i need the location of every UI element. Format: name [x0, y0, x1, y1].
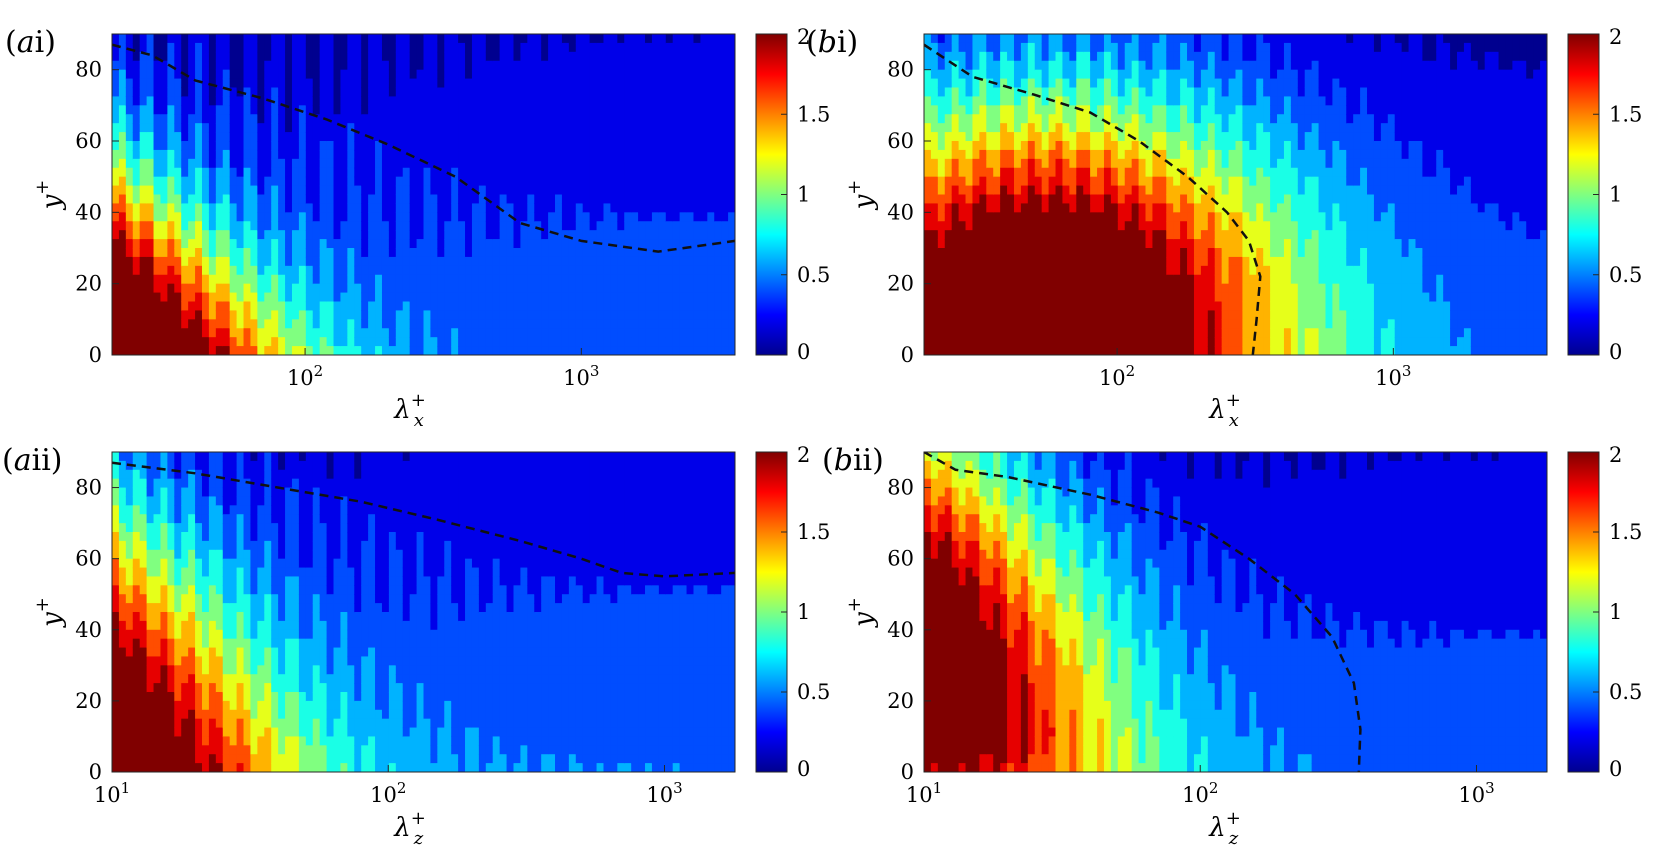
y-tick-label: 40	[887, 200, 914, 224]
panel-label: (ai)	[5, 25, 56, 60]
x-tick-label: 103	[1375, 362, 1411, 390]
x-tick-label: 103	[646, 779, 682, 807]
x-tick-label: 102	[1099, 362, 1135, 390]
colorbar-tick-label: 0	[797, 340, 810, 364]
y-axis-label: y+	[844, 597, 879, 628]
colorbar-tick-label: 1	[797, 183, 810, 207]
y-tick-label: 80	[75, 58, 102, 82]
colorbar-tick-label: 1.5	[797, 520, 830, 544]
x-axis-label: λ+ x	[1208, 390, 1241, 431]
y-axis-label: y+	[844, 180, 879, 211]
panel-0: 0 20 40 60 80 102 103 λ+ x y+ (ai) 0 0.5 1 1.5 2	[5, 25, 830, 431]
y-tick-label: 40	[75, 200, 102, 224]
y-tick-label: 20	[75, 689, 102, 713]
y-tick-label: 40	[887, 618, 914, 642]
y-tick-label: 0	[901, 760, 914, 784]
colorbar-tick-label: 0	[797, 757, 810, 781]
y-tick-label: 80	[887, 476, 914, 500]
y-tick-label: 20	[887, 272, 914, 296]
colorbar-tick-label: 1	[1609, 600, 1622, 624]
y-tick-label: 20	[75, 272, 102, 296]
y-tick-label: 0	[901, 343, 914, 367]
y-tick-label: 60	[887, 547, 914, 571]
x-tick-label: 102	[370, 779, 406, 807]
colorbar-tick-label: 2	[1609, 443, 1622, 467]
x-tick-label: 103	[1458, 779, 1494, 807]
x-tick-label: 101	[906, 779, 942, 807]
x-axis-label: λ+ z	[1208, 808, 1241, 849]
y-axis-label: y+	[32, 597, 67, 628]
y-tick-label: 80	[75, 476, 102, 500]
heatmap-field	[924, 452, 1547, 772]
colorbar-tick-label: 2	[797, 443, 810, 467]
colorbar-tick-label: 1.5	[1609, 520, 1642, 544]
colorbar-tick-label: 0	[1609, 340, 1622, 364]
colorbar-tick-label: 1	[797, 600, 810, 624]
colorbar-tick-label: 2	[1609, 25, 1622, 49]
plot-frame	[923, 33, 1548, 356]
y-tick-label: 60	[75, 547, 102, 571]
plot-frame	[111, 33, 736, 356]
x-tick-label: 103	[563, 362, 599, 390]
dashed-contour-line	[112, 461, 735, 578]
dashed-contour-line	[924, 452, 1362, 772]
panel-3: 0 20 40 60 80 101 102 103 λ+ z y+ (bii) 0 0.5 1 1.5 2	[822, 443, 1642, 849]
heatmap-field	[112, 452, 735, 772]
plot-frame	[111, 451, 736, 773]
colorbar-tick-label: 1.5	[797, 102, 830, 126]
heatmap-field	[112, 34, 735, 355]
x-tick-label: 102	[287, 362, 323, 390]
panel-label: (aii)	[2, 443, 63, 478]
plot-frame	[923, 451, 1548, 773]
y-tick-label: 0	[89, 760, 102, 784]
y-tick-label: 40	[75, 618, 102, 642]
dashed-contour-line	[924, 43, 1262, 355]
x-tick-label: 101	[94, 779, 130, 807]
y-tick-label: 0	[89, 343, 102, 367]
colorbar-tick-label: 2	[797, 25, 810, 49]
colorbar-tick-label: 0	[1609, 757, 1622, 781]
heatmap-field	[924, 34, 1547, 355]
panel-label: (bii)	[822, 443, 884, 478]
panel-label: (bi)	[806, 25, 858, 60]
y-tick-label: 20	[887, 689, 914, 713]
x-axis-label: λ+ z	[393, 808, 426, 849]
y-axis-label: y+	[32, 180, 67, 211]
colorbar-tick-label: 0.5	[797, 263, 830, 287]
colorbar-tick-label: 1.5	[1609, 102, 1642, 126]
panel-2: 0 20 40 60 80 101 102 103 λ+ z y+ (aii) 0 0.5 1 1.5 2	[2, 443, 830, 849]
y-tick-label: 60	[887, 129, 914, 153]
x-axis-label: λ+ x	[393, 390, 426, 431]
panel-1: 0 20 40 60 80 102 103 λ+ x y+ (bi) 0 0.5 1 1.5 2	[806, 25, 1642, 431]
colorbar-tick-label: 0.5	[797, 680, 830, 704]
colorbar-tick-label: 0.5	[1609, 263, 1642, 287]
y-tick-label: 60	[75, 129, 102, 153]
colorbar-tick-label: 1	[1609, 183, 1622, 207]
colorbar-tick-label: 0.5	[1609, 680, 1642, 704]
x-tick-label: 102	[1182, 779, 1218, 807]
y-tick-label: 80	[887, 58, 914, 82]
